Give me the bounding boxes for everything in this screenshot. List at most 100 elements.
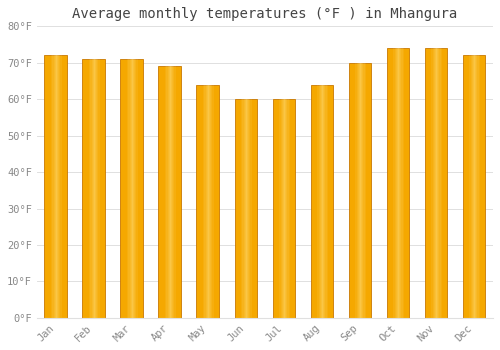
Bar — [400, 48, 402, 318]
Bar — [356, 63, 358, 318]
Bar — [316, 85, 318, 318]
Bar — [432, 48, 434, 318]
Bar — [252, 99, 253, 318]
Bar — [386, 48, 409, 318]
Bar — [58, 55, 59, 318]
Bar — [310, 85, 334, 318]
Bar — [142, 59, 144, 318]
Bar — [366, 63, 367, 318]
Bar — [288, 99, 290, 318]
Bar — [359, 63, 360, 318]
Bar — [54, 55, 56, 318]
Bar — [443, 48, 444, 318]
Bar — [272, 99, 274, 318]
Bar — [164, 66, 166, 318]
Bar — [321, 85, 322, 318]
Bar — [424, 48, 448, 318]
Bar — [104, 59, 105, 318]
Bar — [462, 55, 485, 318]
Bar — [290, 99, 291, 318]
Bar — [248, 99, 250, 318]
Bar — [166, 66, 168, 318]
Bar — [234, 99, 236, 318]
Bar — [482, 55, 483, 318]
Bar — [56, 55, 57, 318]
Bar — [247, 99, 248, 318]
Bar — [396, 48, 397, 318]
Bar — [82, 59, 84, 318]
Bar — [124, 59, 125, 318]
Bar — [132, 59, 133, 318]
Bar — [427, 48, 428, 318]
Bar — [354, 63, 356, 318]
Bar — [445, 48, 446, 318]
Bar — [180, 66, 182, 318]
Bar — [246, 99, 247, 318]
Bar — [158, 66, 182, 318]
Bar — [361, 63, 362, 318]
Bar — [402, 48, 404, 318]
Bar — [472, 55, 473, 318]
Bar — [240, 99, 242, 318]
Bar — [48, 55, 49, 318]
Bar — [364, 63, 366, 318]
Bar — [253, 99, 254, 318]
Bar — [326, 85, 328, 318]
Bar — [206, 85, 207, 318]
Bar — [367, 63, 368, 318]
Bar — [158, 66, 160, 318]
Bar — [318, 85, 320, 318]
Bar — [405, 48, 406, 318]
Bar — [428, 48, 429, 318]
Bar — [369, 63, 370, 318]
Bar — [66, 55, 67, 318]
Bar — [468, 55, 469, 318]
Bar — [444, 48, 445, 318]
Bar — [198, 85, 199, 318]
Bar — [179, 66, 180, 318]
Bar — [209, 85, 210, 318]
Bar — [196, 85, 220, 318]
Bar — [286, 99, 288, 318]
Bar — [293, 99, 294, 318]
Bar — [126, 59, 128, 318]
Bar — [60, 55, 62, 318]
Bar — [216, 85, 217, 318]
Bar — [98, 59, 100, 318]
Bar — [438, 48, 440, 318]
Bar — [88, 59, 90, 318]
Bar — [328, 85, 329, 318]
Bar — [102, 59, 103, 318]
Bar — [64, 55, 65, 318]
Bar — [352, 63, 353, 318]
Bar — [310, 85, 312, 318]
Bar — [386, 48, 388, 318]
Bar — [238, 99, 239, 318]
Bar — [244, 99, 245, 318]
Bar — [437, 48, 438, 318]
Bar — [462, 55, 464, 318]
Bar — [323, 85, 324, 318]
Bar — [202, 85, 203, 318]
Bar — [473, 55, 474, 318]
Bar — [44, 55, 67, 318]
Bar — [272, 99, 295, 318]
Bar — [442, 48, 443, 318]
Bar — [65, 55, 66, 318]
Bar — [172, 66, 174, 318]
Bar — [280, 99, 281, 318]
Bar — [196, 85, 198, 318]
Bar — [46, 55, 48, 318]
Bar — [87, 59, 88, 318]
Bar — [320, 85, 321, 318]
Bar — [424, 48, 426, 318]
Bar — [481, 55, 482, 318]
Bar — [239, 99, 240, 318]
Bar — [291, 99, 292, 318]
Bar — [96, 59, 98, 318]
Bar — [274, 99, 275, 318]
Bar — [350, 63, 351, 318]
Bar — [465, 55, 466, 318]
Bar — [475, 55, 476, 318]
Bar — [242, 99, 244, 318]
